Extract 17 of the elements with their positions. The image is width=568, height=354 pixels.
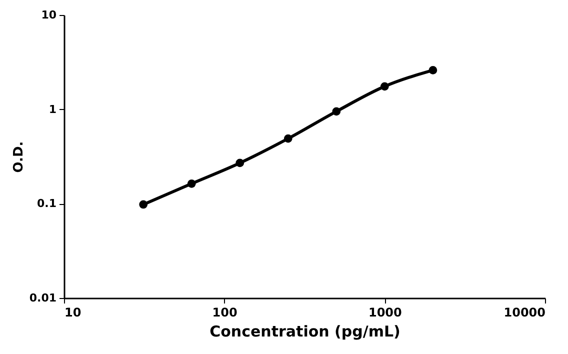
point [139, 200, 148, 209]
y-tick-label: 1 [48, 102, 56, 116]
x-tick-label: 10000 [504, 306, 546, 320]
y-tick-label: 10 [41, 8, 57, 22]
y-tick-label: 0.1 [37, 197, 56, 210]
x-tick-label: 100 [212, 306, 238, 320]
y-axis-title: O.D. [11, 141, 26, 173]
point [428, 66, 438, 74]
point [236, 158, 244, 168]
x-tick-label: 10 [64, 306, 82, 320]
point [380, 82, 389, 91]
x-axis-title: Concentration (pg/mL) [210, 322, 400, 340]
point [332, 107, 341, 116]
x-tick-label: 1000 [368, 306, 402, 320]
point [284, 134, 292, 143]
y-tick-label: 0.01 [29, 292, 56, 304]
point [187, 179, 196, 188]
